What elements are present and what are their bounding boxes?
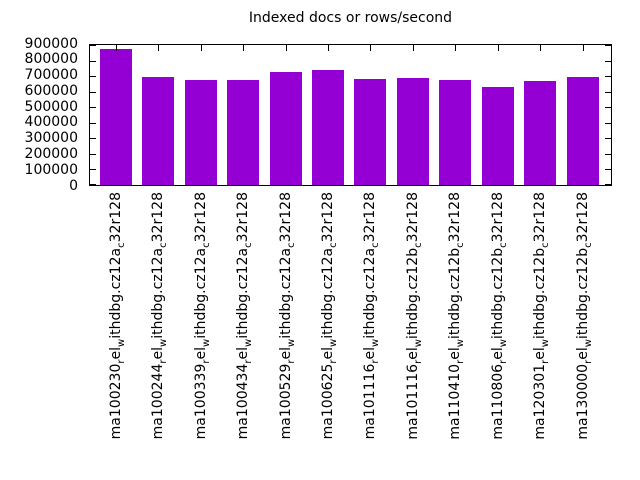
bar-0 — [100, 49, 132, 185]
y-tick-label: 0 — [69, 177, 78, 194]
y-tick-label: 600000 — [24, 82, 78, 99]
y-tick-label: 800000 — [24, 51, 78, 68]
y-tick-mark-right — [605, 107, 611, 108]
chart-title: Indexed docs or rows/second — [248, 10, 453, 26]
x-tick-mark-top — [413, 45, 414, 51]
y-tick-mark-right — [605, 92, 611, 93]
y-tick-mark-left — [90, 92, 96, 93]
y-tick-mark-right — [605, 123, 611, 124]
y-tick-mark-left — [90, 45, 96, 46]
y-tick-label: 100000 — [24, 161, 78, 178]
bar-11 — [567, 77, 599, 185]
y-tick-mark-right — [605, 45, 611, 46]
x-tick-label: ma100529relwithdbg.cz12ac32r128 — [278, 192, 297, 440]
x-tick-mark-top — [540, 45, 541, 51]
bar-2 — [185, 80, 217, 185]
y-tick-mark-left — [90, 61, 96, 62]
y-tick-mark-left — [90, 154, 96, 155]
x-tick-mark-top — [201, 45, 202, 51]
y-tick-label: 900000 — [24, 35, 78, 52]
bar-5 — [312, 70, 344, 185]
x-tick-label: ma130000relwithdbg.cz12bc32r128 — [575, 192, 594, 440]
y-tick-mark-right — [605, 154, 611, 155]
x-tick-label: ma100230relwithdbg.cz12ac32r128 — [108, 192, 127, 440]
y-tick-label: 700000 — [24, 67, 78, 84]
x-tick-label: ma100434relwithdbg.cz12ac32r128 — [235, 192, 254, 440]
y-tick-mark-right — [605, 169, 611, 170]
x-tick-label: ma101116relwithdbg.cz12ac32r128 — [362, 192, 381, 440]
x-tick-mark-top — [328, 45, 329, 51]
bar-8 — [439, 80, 471, 185]
bar-1 — [142, 77, 174, 185]
x-tick-label: ma100244relwithdbg.cz12ac32r128 — [150, 192, 169, 440]
bar-10 — [524, 81, 556, 185]
x-tick-mark-top — [370, 45, 371, 51]
bar-6 — [354, 79, 386, 185]
x-tick-label: ma110410relwithdbg.cz12bc32r128 — [447, 192, 466, 440]
bar-3 — [227, 80, 259, 185]
y-tick-mark-right — [605, 76, 611, 77]
x-tick-label: ma110806relwithdbg.cz12bc32r128 — [490, 192, 509, 440]
x-tick-mark-top — [498, 45, 499, 51]
y-tick-mark-right — [605, 138, 611, 139]
x-tick-label: ma101116relwithdbg.cz12bc32r128 — [405, 192, 424, 440]
x-tick-mark-top — [116, 45, 117, 51]
x-tick-label: ma120301relwithdbg.cz12bc32r128 — [532, 192, 551, 440]
x-tick-mark-top — [455, 45, 456, 51]
bar-7 — [397, 78, 429, 185]
x-tick-label: ma100339relwithdbg.cz12ac32r128 — [193, 192, 212, 440]
y-tick-label: 500000 — [24, 98, 78, 115]
x-tick-label: ma100625relwithdbg.cz12ac32r128 — [320, 192, 339, 440]
y-tick-mark-left — [90, 138, 96, 139]
bar-4 — [270, 72, 302, 185]
y-tick-mark-left — [90, 169, 96, 170]
x-tick-mark-top — [158, 45, 159, 51]
y-tick-label: 400000 — [24, 114, 78, 131]
x-tick-mark-top — [286, 45, 287, 51]
y-tick-mark-left — [90, 76, 96, 77]
x-tick-mark-top — [243, 45, 244, 51]
plot-area — [89, 44, 612, 186]
y-tick-mark-left — [90, 184, 96, 185]
y-tick-label: 300000 — [24, 130, 78, 147]
bar-9 — [482, 87, 514, 185]
y-tick-mark-right — [605, 184, 611, 185]
y-tick-label: 200000 — [24, 145, 78, 162]
x-tick-mark-top — [583, 45, 584, 51]
y-tick-mark-left — [90, 123, 96, 124]
y-tick-mark-right — [605, 61, 611, 62]
y-tick-mark-left — [90, 107, 96, 108]
